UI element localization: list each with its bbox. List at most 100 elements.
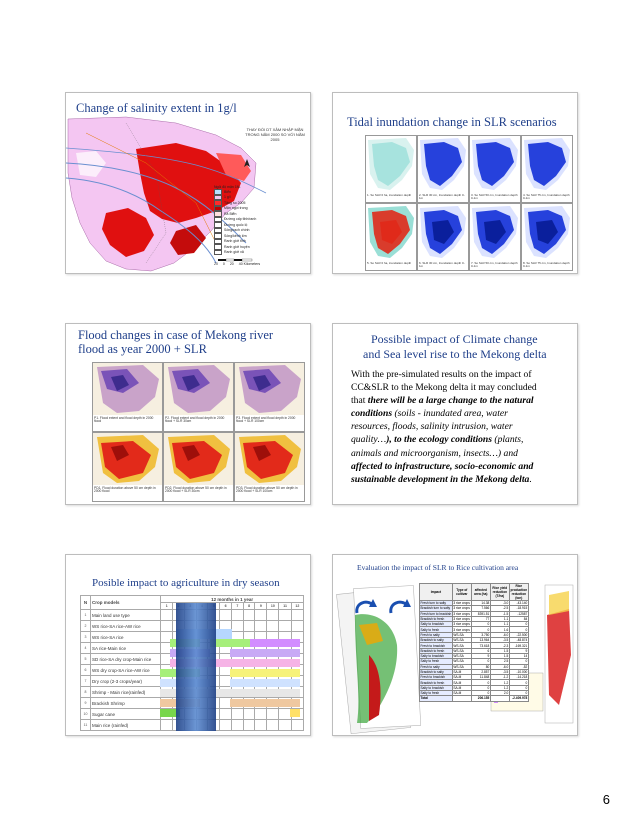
legend-label: 1 g/l — [224, 195, 231, 200]
slr-table: Impact Type of cultivar affected area (ha)… — [419, 583, 529, 702]
italic-span: (plants, — [491, 434, 524, 446]
tidal-map-panel: 4. So SLR 75 cm, Inundation depth 0-1m — [521, 135, 573, 203]
legend-label: Ranh giới tỉnh — [224, 239, 246, 244]
slr-table-cell — [489, 695, 510, 702]
legend-item: Ranh giới huyện — [214, 244, 284, 250]
map-heading-line2: TRONG NĂM 2000 SO VỚI NĂM 2005 — [245, 132, 305, 142]
slr-table-cell: Fresh turn to brackish — [419, 610, 453, 617]
crop-bars-group — [160, 603, 300, 731]
tidal-map-image — [472, 206, 518, 258]
slr-table-header: Impact Type of cultivar affected area (ha)… — [419, 583, 529, 601]
legend-title: Ngôi độ mặn 1‰ — [214, 185, 241, 189]
tidal-map-image — [368, 206, 414, 258]
emphasis-span: sustainable development in the Mekong de… — [351, 473, 530, 485]
tidal-map-panel: 7. So SLR 50 cm, Inundation depth 0-1m — [469, 203, 521, 271]
page-number: 6 — [602, 792, 610, 807]
crop-cell — [290, 719, 305, 731]
scale-label: 20 — [229, 262, 234, 266]
flood-map-caption: P2. Flood extent and flood depth in 2000… — [164, 416, 232, 430]
flood-map-caption: P1. Flood extent and flood depth in 2000… — [93, 416, 161, 430]
tidal-map-caption: 3. So SLR 50 cm, Inundation depth 0-1m — [470, 193, 519, 201]
flood-map-grid: P1. Flood extent and flood depth in 2000… — [92, 362, 305, 502]
tidal-map-image — [368, 138, 414, 190]
body-line: CC&SLR to the Mekong delta it may conclu… — [351, 382, 537, 394]
map-heading: THAY ĐỔI DT XÂM NHẬP MẶN TRONG NĂM 2000 … — [242, 127, 308, 142]
emphasis-span: ), to the ecology conditions — [386, 434, 492, 446]
flood-map-panel: P2. Flood extent and flood depth in 2000… — [163, 362, 234, 432]
legend-label: Đường quốc lộ — [224, 222, 248, 227]
slr-table-header-cell: Impact — [419, 583, 453, 601]
body-line: resources, floods, salinity intrusion, w… — [351, 421, 513, 433]
legend-item: 1 g/l — [214, 194, 284, 200]
legend-label: Rã Biển — [224, 211, 237, 216]
title-line1: Possible impact of Climate change — [371, 332, 538, 346]
slr-table-row: Brackish to fresh 3 rice crops 77 1.1 84 — [419, 615, 529, 623]
flood-map-image — [164, 433, 233, 485]
tidal-map-caption: 4. So SLR 75 cm, Inundation depth 0-1m — [522, 193, 571, 201]
legend-label: Sông/kênh lớn — [224, 233, 247, 238]
tidal-map-image — [420, 206, 466, 258]
legend-item: Đường cấp tỉnh/ranh — [214, 216, 284, 222]
legend-swatch — [214, 244, 222, 250]
scale-label: 40 Kilometers — [238, 262, 261, 266]
slr-table-header-cell: affected area (ha) — [470, 583, 491, 601]
legend-swatch — [214, 222, 222, 228]
legend-swatch — [214, 200, 222, 206]
scale-label: 0 — [222, 262, 225, 266]
flood-map-caption: PD3. Flood duration above 50 cm depth in… — [235, 486, 303, 500]
legend-item: Đường quốc lộ — [214, 222, 284, 228]
flood-map-panel: PD3. Flood duration above 50 cm depth in… — [234, 432, 305, 502]
tidal-map-panel: 5. So SLR 0 ha, inundation depth — [365, 203, 417, 271]
flood-map-panel: P1. Flood extent and flood depth in 2000… — [92, 362, 163, 432]
slide-title: Tidal inundation change in SLR scenarios — [347, 115, 557, 129]
slr-table-row: Total 206.155 -2.409.978 — [419, 695, 529, 702]
scale-labels: 20 0 20 40 Kilometers — [214, 262, 260, 266]
slr-table-row: Fresh to brackish SA-M 11.848 -1.2 -14.218 — [419, 674, 529, 681]
slide-evaluation: Evaluation the impact of SLR to Rice cul… — [332, 554, 578, 736]
legend-swatch — [214, 194, 222, 200]
flood-map-image — [235, 363, 304, 415]
flood-map-image — [93, 363, 162, 415]
slr-table-cell: 3 rice crops — [451, 610, 472, 617]
legend-item: Biển — [214, 189, 284, 195]
body-line: affected to infrastructure, socio-econom… — [351, 460, 534, 472]
legend-items: Biển 1 g/l Tăng so 2005 Mặn ngọt trong Rã Bi… — [214, 189, 284, 255]
slr-table-header-cell: Type of cultivar — [451, 583, 472, 601]
tidal-map-image — [420, 138, 466, 190]
tidal-map-panel: 2. SLR 30 cm, Inundation depth 0-1m — [417, 135, 469, 203]
tidal-map-image — [524, 206, 570, 258]
body-line: With the pre-simulated results on the im… — [351, 369, 532, 380]
tidal-map-panel: 8. So SLR 75 cm, Inundation depth 0-1m — [521, 203, 573, 271]
legend-swatch — [214, 211, 222, 217]
flood-map-panel: PD1. Flood duration above 50 cm depth in… — [92, 432, 163, 502]
tidal-map-caption: 7. So SLR 50 cm, Inundation depth 0-1m — [470, 261, 519, 269]
slide-salinity: Change of salinity extent in 1g/l THAY Đ… — [65, 92, 311, 274]
italic-span: (soils - inundated area, water — [392, 408, 508, 420]
flood-map-caption: PD2. Flood duration above 50 cm depth in… — [164, 486, 232, 500]
slr-table-header-cell: Rice yield reduction (T/ha) — [489, 583, 510, 601]
slr-table-cell: -2.409.978 — [508, 695, 529, 702]
scale-label: 20 — [214, 262, 218, 266]
slr-table-row: Brackish turn to salty 3 rice crops 7.566-… — [419, 605, 529, 612]
legend-label: Mặn ngọt trong — [224, 206, 248, 211]
tidal-map-caption: 2. SLR 30 cm, Inundation depth 0-1m — [418, 193, 467, 201]
emphasis-span: there will be a large change to the natu… — [367, 395, 534, 407]
flood-map-panel: P3. Flood extent and flood depth in 2000… — [234, 362, 305, 432]
body-line: conditions (soils - inundated area, wate… — [351, 407, 575, 420]
legend-label: Ranh giới xã — [224, 250, 244, 255]
slr-table-row: Brackish to fresh WS-SA 6 1.5 9 — [419, 647, 529, 654]
title-line1: Flood changes in case of Mekong river — [78, 328, 274, 342]
text-span: that — [351, 395, 368, 407]
slr-table-body: Fresh turn to salty 3 rice crops 14.38 -3.0… — [419, 599, 529, 702]
legend-item: Ranh giới xã — [214, 249, 284, 255]
tidal-map-image — [472, 138, 518, 190]
slide-tidal: Tidal inundation change in SLR scenarios… — [332, 92, 578, 274]
tidal-map-grid: 1. So SLR 0 ha, inundation depth 2. SLR 3… — [365, 135, 573, 271]
title-line2: and Sea level rise to the Mekong delta — [363, 346, 547, 361]
salinity-map — [66, 93, 310, 273]
legend-swatch — [214, 227, 222, 233]
legend-item: Mặn ngọt trong — [214, 205, 284, 211]
map-heading-line1: THAY ĐỔI DT XÂM NHẬP MẶN — [246, 127, 304, 132]
crop-row-label: Main rice (rainfed) — [89, 719, 162, 731]
legend-item: Ranh giới tỉnh — [214, 238, 284, 244]
